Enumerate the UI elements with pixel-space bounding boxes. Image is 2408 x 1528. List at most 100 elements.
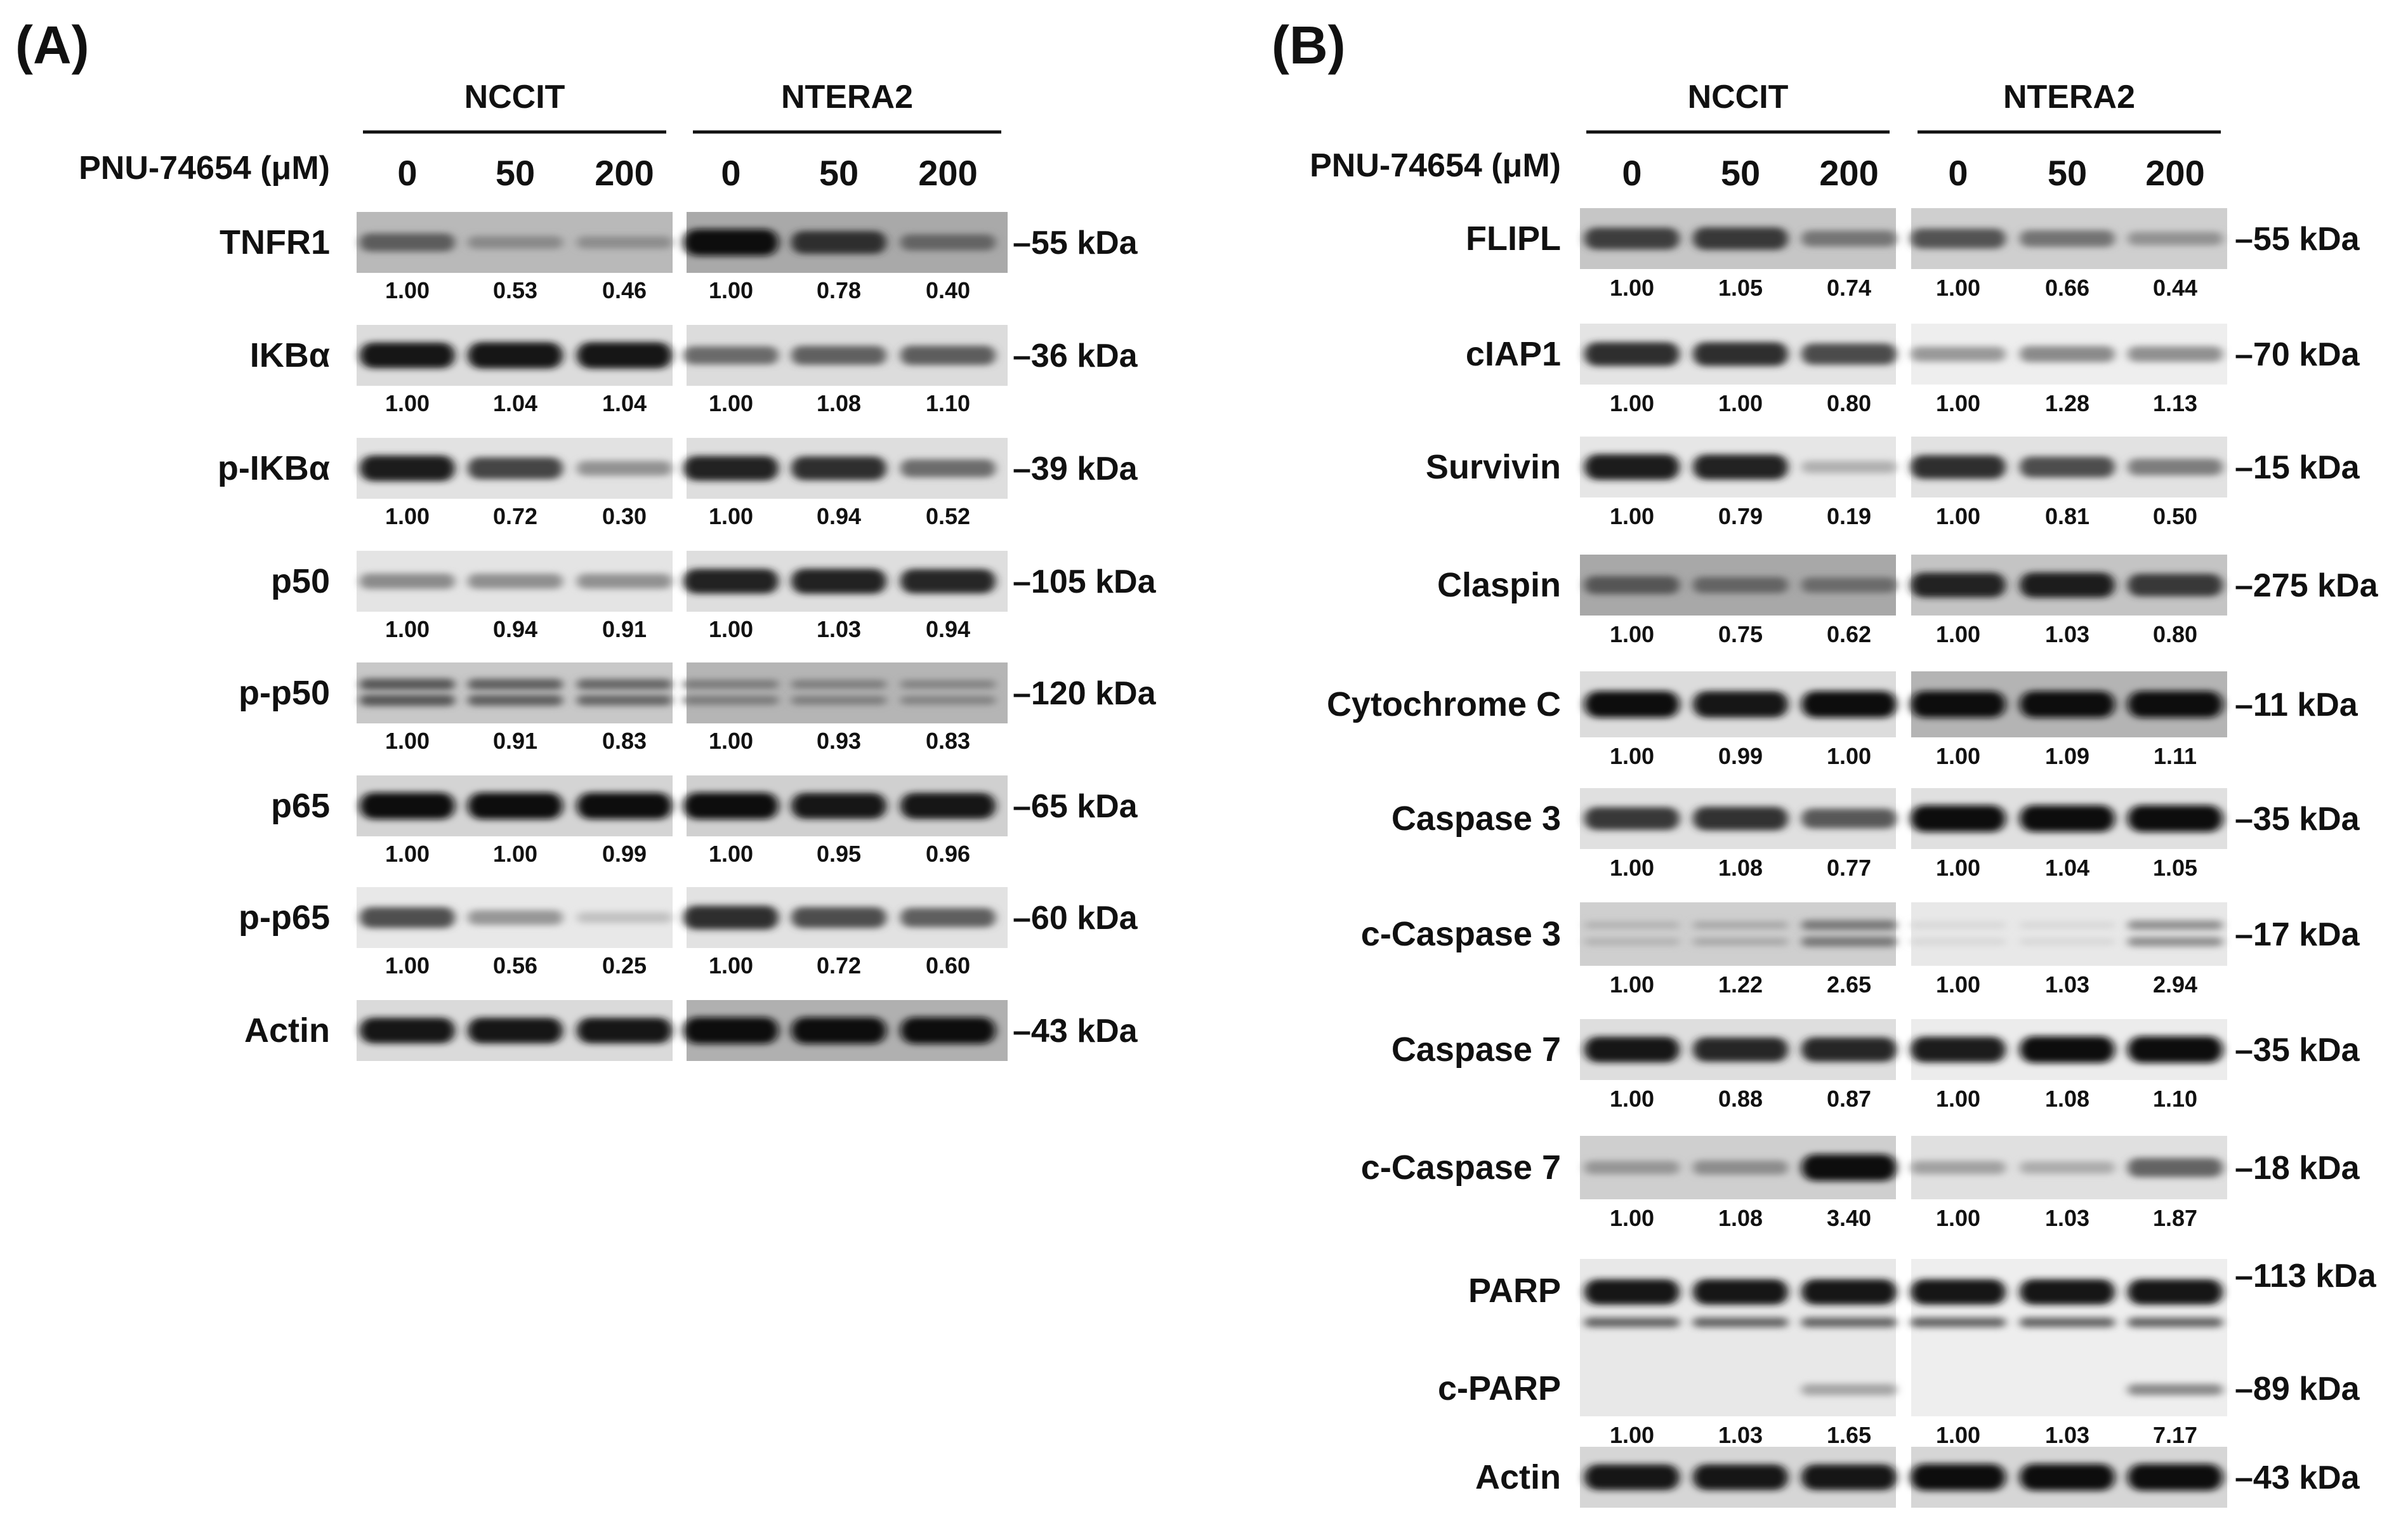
protein-band bbox=[1693, 342, 1788, 366]
protein-band bbox=[1911, 1279, 2006, 1305]
dose-label: 50 bbox=[819, 153, 859, 193]
quant-value: 0.99 bbox=[1718, 743, 1763, 769]
mw-marker: –39 kDa bbox=[1013, 451, 1138, 487]
quant-value: 1.00 bbox=[1610, 855, 1654, 881]
protein-band bbox=[2128, 574, 2223, 596]
quant-value: 1.00 bbox=[1936, 621, 1980, 647]
quant-value: 0.94 bbox=[926, 616, 970, 642]
quant-value: 0.75 bbox=[1718, 621, 1763, 647]
protein-band bbox=[1801, 936, 1897, 947]
quant-value: 1.09 bbox=[2045, 743, 2089, 769]
quant-value: 1.00 bbox=[1610, 1086, 1654, 1112]
protein-band bbox=[2128, 805, 2223, 832]
quant-value: 1.00 bbox=[385, 728, 430, 754]
protein-band bbox=[1801, 808, 1897, 829]
quant-value: 0.62 bbox=[1827, 621, 1871, 647]
quant-value: 0.91 bbox=[493, 728, 537, 754]
protein-band bbox=[1584, 937, 1680, 946]
protein-band bbox=[1911, 1161, 2006, 1175]
protein-band bbox=[1584, 1464, 1680, 1491]
protein-band bbox=[2020, 938, 2115, 945]
dose-label: 200 bbox=[595, 153, 654, 193]
protein-band bbox=[683, 680, 779, 690]
quant-value: 1.00 bbox=[709, 503, 753, 529]
protein-band bbox=[1801, 1279, 1897, 1305]
protein-band bbox=[577, 1017, 672, 1044]
quant-value: 1.00 bbox=[1827, 743, 1871, 769]
protein-band bbox=[1584, 1317, 1680, 1327]
protein-band bbox=[468, 574, 563, 589]
blot-membrane bbox=[687, 662, 1008, 723]
protein-band bbox=[2128, 1464, 2223, 1491]
protein-band bbox=[1584, 1036, 1680, 1063]
protein-band bbox=[900, 695, 996, 705]
protein-band bbox=[360, 233, 455, 252]
cell-line-header: NCCIT bbox=[464, 79, 565, 115]
quant-value: 0.30 bbox=[602, 503, 647, 529]
protein-label: c-Caspase 3 bbox=[1361, 915, 1561, 953]
quant-value: 1.00 bbox=[1936, 390, 1980, 416]
protein-band bbox=[2020, 1464, 2115, 1491]
protein-band bbox=[1801, 1464, 1897, 1491]
protein-band bbox=[1911, 921, 2006, 929]
protein-label: p-IKBα bbox=[218, 449, 330, 487]
blot-row: p50 –105 kDa 1.00 0.94 0.91 1.00 1.03 0.94 bbox=[271, 551, 1157, 642]
panel-letter: (B) bbox=[1272, 15, 1346, 75]
mw-marker: –65 kDa bbox=[1013, 788, 1138, 825]
protein-band bbox=[900, 234, 996, 251]
protein-band bbox=[1911, 1464, 2006, 1491]
quant-value: 1.00 bbox=[709, 390, 753, 416]
blot-row: Cytochrome C –11 kDa 1.00 0.99 1.00 1.00 1.09 1… bbox=[1327, 671, 2359, 769]
mw-marker: –18 kDa bbox=[2235, 1150, 2360, 1187]
quant-value: 0.74 bbox=[1827, 275, 1871, 301]
blot-row: p-p65 –60 kDa 1.00 0.56 0.25 1.00 0.72 0.60 bbox=[239, 887, 1138, 978]
protein-band bbox=[360, 694, 455, 706]
treatment-label: PNU-74654 (μM) bbox=[1310, 147, 1561, 184]
quant-value: 0.99 bbox=[602, 841, 647, 867]
protein-band bbox=[2128, 691, 2223, 718]
protein-band bbox=[1693, 454, 1788, 480]
protein-label: TNFR1 bbox=[220, 223, 330, 261]
quant-value: 0.46 bbox=[602, 277, 647, 303]
protein-band bbox=[2128, 232, 2223, 246]
quant-value: 1.00 bbox=[1610, 275, 1654, 301]
protein-band bbox=[791, 456, 886, 480]
blot-row: Caspase 3 –35 kDa 1.00 1.08 0.77 1.00 1.04 1.05 bbox=[1392, 788, 2360, 881]
blot-row: Actin –43 kDa bbox=[244, 1000, 1138, 1061]
protein-label: Claspin bbox=[1437, 566, 1561, 604]
blot-row: FLIPL –55 kDa 1.00 1.05 0.74 1.00 0.66 0.44 bbox=[1466, 208, 2360, 301]
protein-band bbox=[1911, 228, 2006, 249]
blot-row: PARP c-PARP –113 kDa –89 kDa 1.00 1.03 1.65 1.0… bbox=[1438, 1258, 2377, 1448]
quant-value: 0.96 bbox=[926, 841, 970, 867]
protein-band bbox=[577, 461, 672, 476]
quant-value: 7.17 bbox=[2153, 1422, 2197, 1448]
mw-marker: –60 kDa bbox=[1013, 900, 1138, 937]
quant-value: 0.95 bbox=[817, 841, 861, 867]
protein-band bbox=[1693, 937, 1788, 946]
protein-band bbox=[360, 455, 455, 482]
protein-band bbox=[2128, 937, 2223, 947]
protein-band bbox=[1801, 230, 1897, 247]
quant-value: 0.80 bbox=[1827, 390, 1871, 416]
protein-label: FLIPL bbox=[1466, 220, 1561, 258]
quant-value: 1.00 bbox=[1936, 503, 1980, 529]
protein-band bbox=[900, 1017, 996, 1044]
blot-row: c-Caspase 3 –17 kDa 1.00 1.22 2.65 1.00 1.03 2.… bbox=[1361, 902, 2360, 998]
quant-value: 1.00 bbox=[385, 841, 430, 867]
quant-value: 0.83 bbox=[926, 728, 970, 754]
protein-band bbox=[360, 342, 455, 369]
mw-marker: –43 kDa bbox=[2235, 1459, 2360, 1496]
protein-band bbox=[683, 695, 779, 705]
protein-band bbox=[1911, 1317, 2006, 1327]
quant-value: 0.94 bbox=[493, 616, 537, 642]
mw-marker: –15 kDa bbox=[2235, 449, 2360, 486]
quant-value: 1.00 bbox=[1610, 971, 1654, 998]
quant-value: 0.50 bbox=[2153, 503, 2197, 529]
protein-label: p65 bbox=[271, 787, 330, 825]
protein-band bbox=[468, 235, 563, 249]
protein-band bbox=[1584, 576, 1680, 595]
protein-band bbox=[1584, 691, 1680, 718]
quant-value: 1.00 bbox=[493, 841, 537, 867]
mw-marker: –105 kDa bbox=[1013, 563, 1157, 600]
quant-value: 1.00 bbox=[1610, 1205, 1654, 1231]
